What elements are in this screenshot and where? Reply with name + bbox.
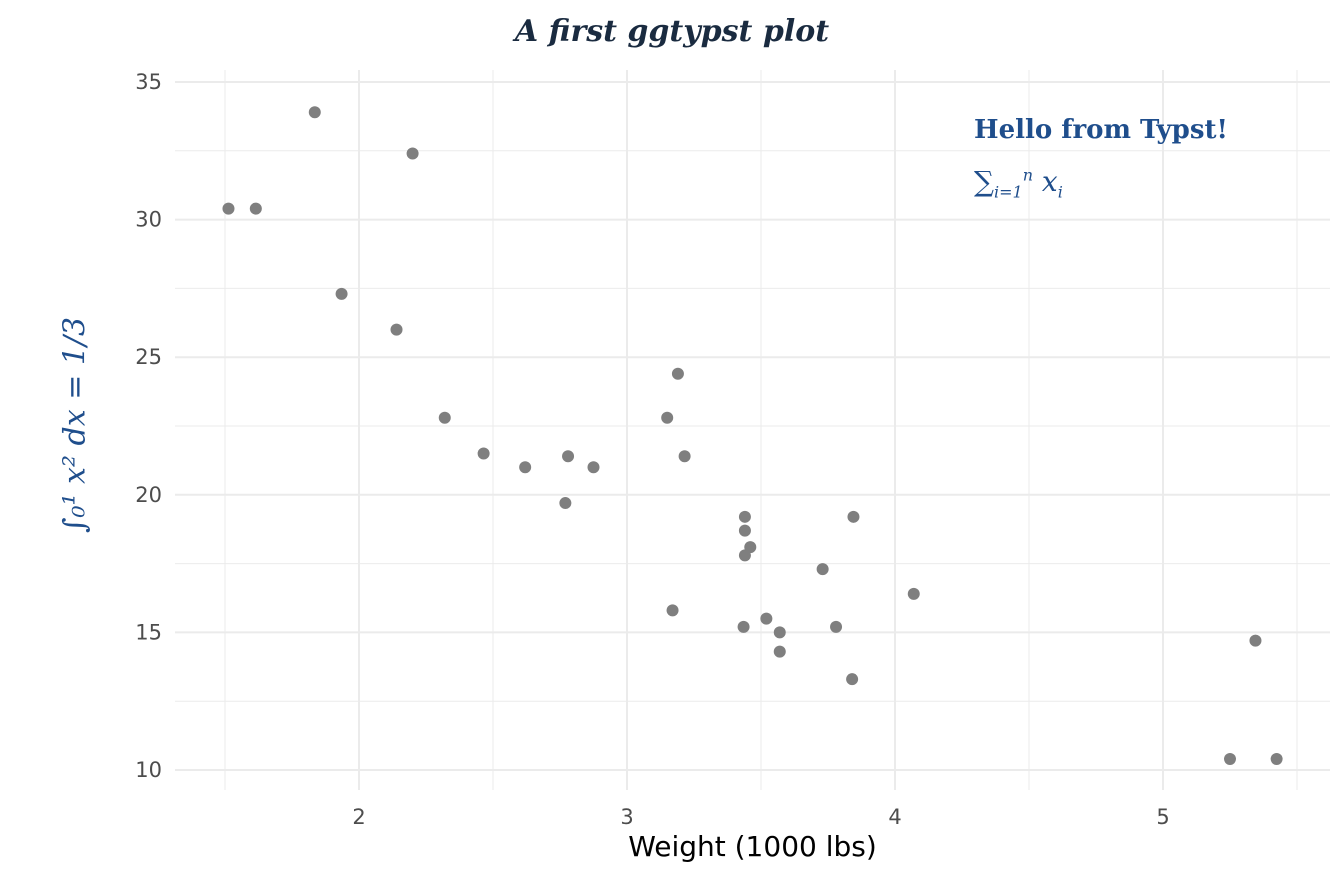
data-point	[519, 461, 532, 474]
y-tick-label: 10	[135, 758, 162, 782]
data-point	[773, 626, 786, 639]
data-point	[671, 367, 684, 380]
data-point	[678, 450, 691, 463]
sum-term-sub: i	[1057, 182, 1063, 202]
annotation-sum: ∑i=1n xi	[974, 165, 1063, 202]
y-tick-label: 35	[135, 70, 162, 94]
data-point	[737, 620, 750, 633]
chart-title: A first ggtypst plot	[514, 14, 830, 49]
data-point	[308, 106, 321, 119]
y-tick-label: 20	[135, 483, 162, 507]
data-point	[1249, 634, 1262, 647]
data-point	[562, 450, 575, 463]
data-point	[773, 645, 786, 658]
x-tick-label: 3	[620, 805, 633, 829]
sum-term: x	[1041, 165, 1058, 198]
data-point	[661, 411, 674, 424]
data-point	[438, 411, 451, 424]
data-point	[587, 461, 600, 474]
y-axis-label: ∫₀¹ x² dx = 1/3	[57, 316, 93, 534]
data-point	[830, 620, 843, 633]
data-point	[738, 524, 751, 537]
data-point	[249, 202, 262, 215]
data-point	[559, 497, 572, 510]
data-point	[390, 323, 403, 336]
data-point	[760, 612, 773, 625]
annotation-hello: Hello from Typst!	[974, 115, 1228, 145]
data-point	[907, 587, 920, 600]
data-point	[222, 202, 235, 215]
data-point	[738, 549, 751, 562]
y-tick-label: 25	[135, 345, 162, 369]
x-axis-label: Weight (1000 lbs)	[628, 830, 877, 863]
sum-symbol: ∑	[974, 165, 994, 198]
data-point	[1270, 752, 1283, 765]
sum-upper: n	[1022, 165, 1034, 185]
data-point	[738, 510, 751, 523]
data-point	[335, 287, 348, 300]
x-tick-label: 5	[1156, 805, 1169, 829]
data-point	[666, 604, 679, 617]
data-point	[846, 673, 859, 686]
x-tick-label: 2	[352, 805, 365, 829]
sum-lower: i=1	[994, 182, 1023, 202]
y-tick-label: 30	[135, 208, 162, 232]
x-tick-label: 4	[888, 805, 901, 829]
data-point	[406, 147, 419, 160]
data-point	[847, 510, 860, 523]
y-tick-label: 15	[135, 620, 162, 644]
data-point	[1224, 752, 1236, 765]
data-point	[816, 563, 829, 576]
data-point	[477, 447, 490, 460]
